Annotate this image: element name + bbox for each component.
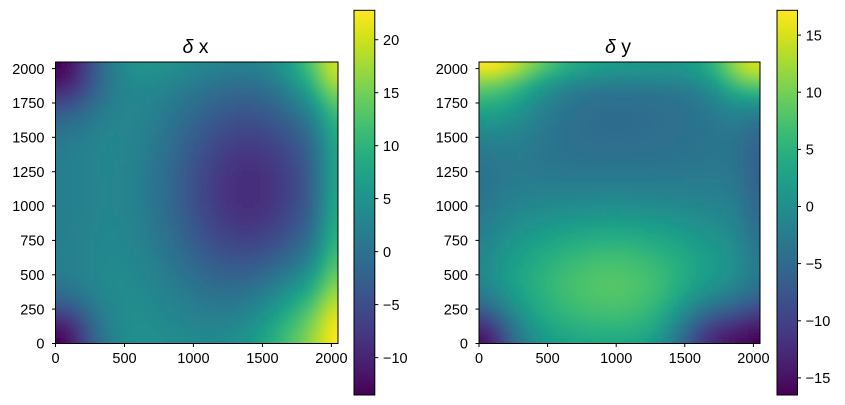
svg-text:−10: −10 [383,351,408,367]
svg-text:5: 5 [383,192,391,208]
svg-text:1750: 1750 [12,96,44,112]
svg-text:δ x: δ x [182,36,208,58]
svg-text:1750: 1750 [436,96,468,112]
svg-text:2000: 2000 [737,351,769,367]
svg-text:−5: −5 [383,298,400,314]
svg-text:15: 15 [806,28,822,44]
svg-text:750: 750 [20,234,44,250]
svg-text:500: 500 [20,268,44,284]
svg-text:250: 250 [20,302,44,318]
svg-text:250: 250 [444,302,468,318]
svg-text:15: 15 [383,86,399,102]
svg-text:1000: 1000 [436,199,468,215]
svg-text:10: 10 [806,85,822,101]
svg-text:500: 500 [535,351,559,367]
svg-text:1500: 1500 [246,351,278,367]
svg-text:0: 0 [475,351,483,367]
svg-text:10: 10 [383,139,399,155]
svg-text:1500: 1500 [669,351,701,367]
svg-text:1000: 1000 [177,351,209,367]
svg-text:1500: 1500 [12,131,44,147]
svg-text:−15: −15 [806,371,831,387]
svg-text:2000: 2000 [436,62,468,78]
svg-text:20: 20 [383,33,399,49]
svg-text:2000: 2000 [315,351,347,367]
svg-text:750: 750 [444,234,468,250]
svg-text:0: 0 [36,337,44,353]
svg-text:0: 0 [383,245,391,261]
svg-text:1000: 1000 [600,351,632,367]
svg-text:0: 0 [51,351,59,367]
svg-text:5: 5 [806,143,814,159]
svg-text:0: 0 [460,337,468,353]
svg-text:1000: 1000 [12,199,44,215]
svg-text:δ y: δ y [605,36,631,58]
svg-text:−10: −10 [806,314,831,330]
svg-text:−5: −5 [806,257,823,273]
svg-text:1250: 1250 [436,165,468,181]
svg-text:2000: 2000 [12,62,44,78]
svg-text:1250: 1250 [12,165,44,181]
svg-text:500: 500 [112,351,136,367]
svg-text:0: 0 [806,200,814,216]
svg-text:1500: 1500 [436,131,468,147]
svg-text:500: 500 [444,268,468,284]
